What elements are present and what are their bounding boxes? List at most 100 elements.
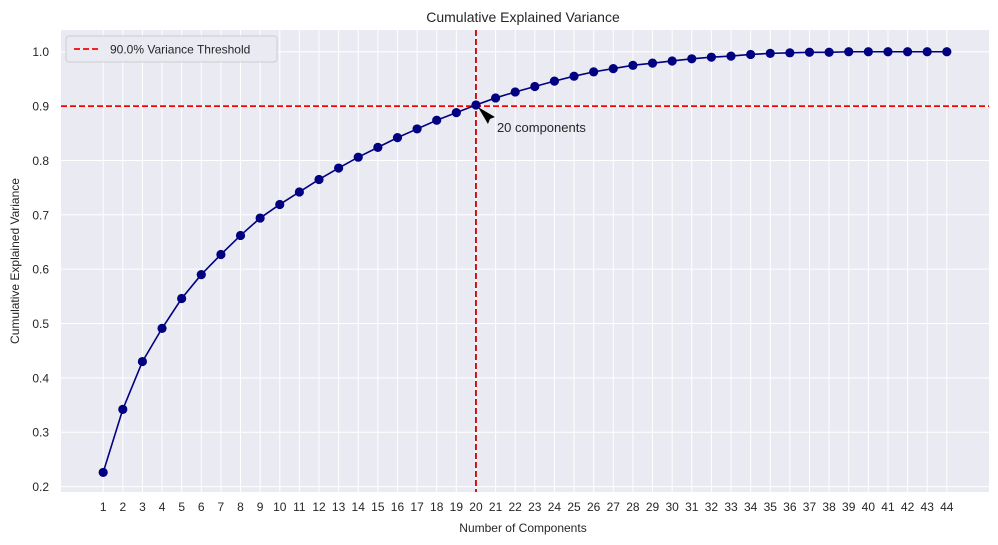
- y-tick-label: 0.9: [32, 100, 49, 114]
- data-point: [510, 87, 520, 97]
- plot-background: [61, 30, 989, 492]
- data-point: [235, 230, 246, 241]
- data-point: [294, 187, 304, 197]
- x-tick-label: 37: [803, 500, 817, 514]
- data-point: [569, 71, 579, 81]
- x-tick-label: 17: [410, 500, 424, 514]
- data-point: [667, 56, 677, 66]
- x-tick-label: 28: [626, 500, 640, 514]
- y-tick-label: 0.6: [32, 263, 49, 277]
- x-tick-label: 2: [119, 500, 126, 514]
- x-tick-label: 29: [646, 500, 660, 514]
- data-point: [255, 213, 265, 223]
- y-tick-label: 0.3: [32, 426, 49, 440]
- data-point: [647, 58, 658, 68]
- x-axis-ticks: 1 2 3 4 5 6 7 8 9 10 11 12 13 14 15 16 17 18 19 20 21 22 23 24 2…: [100, 500, 954, 514]
- data-point: [275, 199, 285, 210]
- data-point: [942, 47, 952, 57]
- data-point: [608, 63, 618, 74]
- x-tick-label: 19: [450, 500, 464, 514]
- x-tick-label: 25: [567, 500, 581, 514]
- y-tick-label: 1.0: [32, 45, 49, 59]
- legend-box: [65, 35, 278, 63]
- x-tick-label: 18: [430, 500, 444, 514]
- data-point: [451, 108, 461, 118]
- data-point: [883, 47, 893, 57]
- data-point: [177, 293, 187, 304]
- data-point: [549, 76, 560, 86]
- x-tick-label: 8: [237, 500, 244, 514]
- data-point: [196, 269, 206, 280]
- x-tick-label: 23: [528, 500, 542, 514]
- x-tick-label: 41: [881, 500, 895, 514]
- data-point: [392, 133, 403, 143]
- x-tick-label: 30: [665, 500, 679, 514]
- x-axis-label: Number of Components: [459, 521, 586, 535]
- data-point: [706, 52, 716, 62]
- x-tick-label: 7: [218, 500, 225, 514]
- data-point: [726, 51, 736, 61]
- data-point: [118, 404, 128, 414]
- y-tick-label: 0.7: [32, 208, 49, 222]
- x-tick-label: 26: [587, 500, 601, 514]
- x-tick-label: 36: [783, 500, 797, 514]
- data-point: [432, 115, 442, 125]
- data-point: [353, 152, 363, 162]
- data-point: [863, 47, 873, 57]
- x-tick-label: 38: [822, 500, 836, 514]
- x-tick-label: 40: [862, 500, 876, 514]
- data-point: [137, 356, 148, 367]
- x-tick-label: 10: [273, 500, 287, 514]
- x-tick-label: 4: [159, 500, 166, 514]
- grid: [61, 30, 989, 492]
- x-tick-label: 35: [764, 500, 778, 514]
- data-point: [157, 323, 167, 333]
- data-point: [334, 163, 344, 173]
- data-point: [530, 81, 540, 92]
- x-tick-label: 12: [312, 500, 326, 514]
- x-tick-label: 39: [842, 500, 856, 514]
- x-tick-label: 34: [744, 500, 758, 514]
- chart-title: Cumulative Explained Variance: [426, 9, 620, 25]
- data-point: [216, 249, 226, 260]
- x-tick-label: 42: [901, 500, 915, 514]
- x-tick-label: 27: [607, 500, 621, 514]
- x-tick-label: 11: [293, 500, 306, 514]
- x-tick-label: 5: [178, 500, 185, 514]
- x-tick-label: 32: [705, 500, 719, 514]
- x-tick-label: 16: [391, 500, 405, 514]
- x-tick-label: 20: [469, 500, 483, 514]
- data-point: [844, 47, 854, 57]
- annotation: 20 components: [477, 107, 586, 135]
- y-tick-label: 0.2: [32, 480, 49, 494]
- data-point: [902, 47, 913, 57]
- data-point: [765, 48, 775, 58]
- y-axis-label: Cumulative Explained Variance: [8, 178, 22, 344]
- data-point: [628, 60, 638, 70]
- data-point: [687, 54, 697, 64]
- x-tick-label: 1: [100, 500, 107, 514]
- data-point: [98, 467, 108, 478]
- x-tick-label: 3: [139, 500, 146, 514]
- legend: 90.0% Variance Threshold: [65, 35, 278, 63]
- data-point: [314, 174, 324, 185]
- data-point: [824, 47, 834, 57]
- data-point: [746, 49, 756, 60]
- data-point: [373, 142, 383, 153]
- x-tick-label: 21: [489, 500, 503, 514]
- x-tick-label: 14: [352, 500, 366, 514]
- x-tick-label: 24: [548, 500, 562, 514]
- x-tick-label: 22: [509, 500, 523, 514]
- data-point: [804, 47, 815, 57]
- y-axis-ticks: 0.2 0.3 0.4 0.5 0.6 0.7 0.8 0.9 1.0: [32, 45, 49, 494]
- data-point: [785, 48, 795, 58]
- x-tick-label: 33: [724, 500, 738, 514]
- x-tick-label: 13: [332, 500, 346, 514]
- x-tick-label: 43: [921, 500, 935, 514]
- x-tick-label: 9: [257, 500, 264, 514]
- y-tick-label: 0.4: [32, 371, 49, 385]
- data-point: [922, 47, 932, 57]
- x-tick-label: 44: [940, 500, 954, 514]
- annotation-text: 20 components: [497, 120, 586, 135]
